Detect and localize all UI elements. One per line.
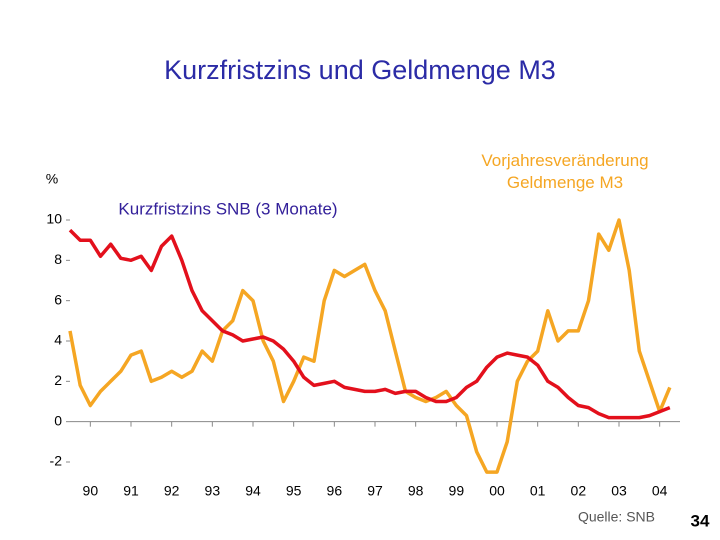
x-tick-label: 04 bbox=[652, 483, 668, 499]
series-line bbox=[68, 218, 672, 474]
x-tick-label: 92 bbox=[164, 483, 180, 499]
y-tick-label: 8 bbox=[54, 251, 62, 267]
x-tick-label: 95 bbox=[286, 483, 302, 499]
series-line bbox=[68, 228, 671, 420]
y-tick-label: 10 bbox=[46, 211, 62, 227]
x-tick-label: 91 bbox=[123, 483, 139, 499]
y-tick-label: 6 bbox=[54, 291, 62, 307]
x-tick-label: 00 bbox=[489, 483, 505, 499]
x-tick-label: 96 bbox=[327, 483, 343, 499]
x-tick-label: 90 bbox=[83, 483, 99, 499]
x-tick-label: 99 bbox=[449, 483, 465, 499]
x-tick-label: 97 bbox=[367, 483, 383, 499]
x-tick-label: 94 bbox=[245, 483, 261, 499]
x-tick-label: 02 bbox=[571, 483, 587, 499]
y-tick-label: 4 bbox=[54, 332, 62, 348]
x-tick-label: 93 bbox=[205, 483, 221, 499]
y-tick-label: 0 bbox=[54, 412, 62, 428]
series-label: Kurzfristzins SNB (3 Monate) bbox=[118, 199, 337, 218]
chart-title: Kurzfristzins und Geldmenge M3 bbox=[164, 55, 556, 85]
source-note: Quelle: SNB bbox=[578, 509, 655, 525]
series-label-box: Vorjahresveränderung Geldmenge M3 bbox=[481, 151, 649, 192]
series-label: Vorjahresveränderung Geldmenge M3 bbox=[481, 151, 649, 192]
x-tick-label: 98 bbox=[408, 483, 424, 499]
page-number: 34 bbox=[691, 511, 710, 530]
x-tick-label: 01 bbox=[530, 483, 546, 499]
x-tick-label: 03 bbox=[611, 483, 627, 499]
y-tick-label: 2 bbox=[54, 372, 62, 388]
y-axis-label: % bbox=[46, 171, 58, 187]
y-tick-label: -2 bbox=[50, 453, 63, 469]
